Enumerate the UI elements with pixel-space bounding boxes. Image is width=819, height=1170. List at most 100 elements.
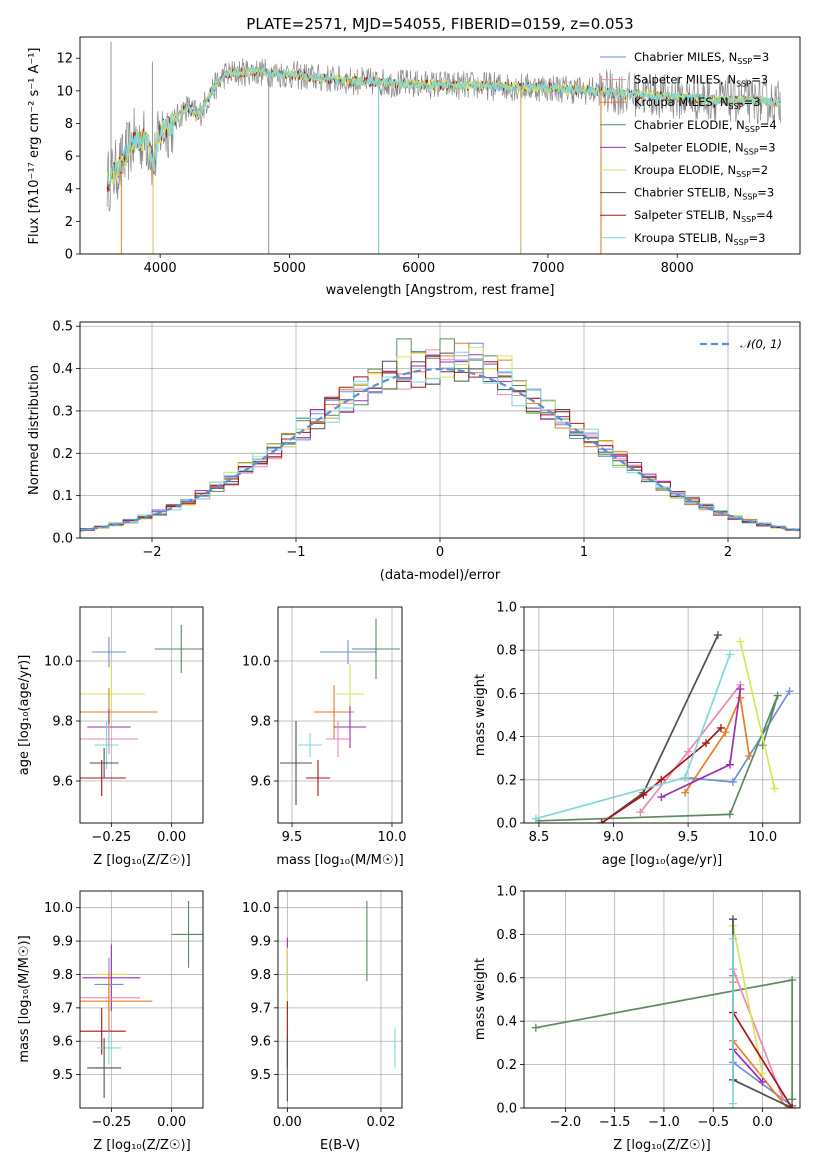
- legend-subscript: SSP: [742, 193, 757, 202]
- x-tick-label: 0.00: [157, 1115, 186, 1130]
- legend-label: Kroupa MILES, N: [634, 95, 729, 109]
- y-tick-label: 1.0: [496, 885, 517, 900]
- mass-weight-marker: [531, 1023, 540, 1032]
- z-age-ylabel: age [log₁₀(age/yr)]: [17, 655, 32, 776]
- plot-area: [280, 619, 400, 805]
- legend-entry: Chabrier STELIB, NSSP=3: [634, 186, 774, 202]
- x-tick-label: 1: [580, 545, 588, 560]
- legend-subscript: SSP: [737, 57, 752, 66]
- y-tick-label: 12: [56, 52, 73, 67]
- y-tick-label: 10.0: [44, 901, 73, 916]
- x-tick-label: 0.0: [752, 1115, 773, 1130]
- age-weight-ylabel: mass weight: [473, 674, 488, 756]
- y-tick-label: 6: [65, 150, 73, 165]
- plot-area: [80, 625, 203, 796]
- mass-weight-marker: [770, 784, 779, 793]
- mass-weight-marker: [745, 752, 754, 761]
- y-tick-label: 0.0: [496, 1102, 517, 1117]
- mass-weight-marker: [758, 1077, 767, 1086]
- y-tick-label: 4: [65, 182, 73, 197]
- z-age-panel: −0.25 0.00 9.6 9.8 10.0 Z [log₁₀(Z/Z☉)] age …: [17, 606, 204, 868]
- legend-label: Salpeter STELIB, N: [634, 208, 741, 222]
- plot-area: [531, 915, 797, 1108]
- mass-weight-line: [732, 1048, 764, 1083]
- y-tick-label: 0.4: [52, 362, 73, 377]
- legend-tail: =3: [749, 231, 766, 245]
- mass-weight-marker: [788, 975, 797, 984]
- residual-ylabel: Normed distribution: [27, 365, 42, 495]
- y-tick-label: 8: [65, 117, 73, 132]
- mass-weight-line: [732, 925, 764, 1074]
- legend-tail: =4: [756, 208, 773, 222]
- legend-subscript: SSP: [744, 147, 759, 156]
- x-tick-label: 0.00: [157, 830, 186, 845]
- x-tick-label: 0.00: [273, 1115, 302, 1130]
- y-tick-label: 0.8: [496, 928, 517, 943]
- residual-xlabel: (data-model)/error: [380, 568, 501, 583]
- x-tick-label: 4000: [144, 261, 177, 276]
- axes-frame: [79, 36, 801, 255]
- y-tick-label: 10: [56, 84, 73, 99]
- y-tick-label: 0.1: [52, 489, 73, 504]
- z-weight-panel: −2.0 −1.5 −1.0 −0.5 0.0 0.0 0.2 0.4 0.6 0.8 1.0 Z …: [473, 885, 801, 1153]
- mass-weight-marker: [597, 819, 606, 823]
- x-tick-label: 7000: [531, 261, 564, 276]
- age-weight-xlabel: age [log₁₀(age/yr)]: [602, 853, 723, 868]
- ebv-mass-panel: 0.00 0.02 9.5 9.6 9.7 9.8 9.9 10.0 E(B-V): [242, 890, 403, 1153]
- x-tick-label: 8000: [661, 261, 694, 276]
- mass-weight-marker: [639, 790, 648, 799]
- legend-label: Chabrier STELIB, N: [634, 186, 742, 200]
- y-tick-label: 9.8: [52, 715, 73, 730]
- x-tick-label: 0.02: [366, 1115, 395, 1130]
- mass-weight-marker: [531, 814, 540, 823]
- y-tick-label: 9.5: [250, 1068, 271, 1083]
- y-tick-label: 2: [65, 215, 73, 230]
- legend-subscript: SSP: [729, 102, 744, 111]
- x-tick-label: −2.0: [550, 1115, 582, 1130]
- axes-frame: [277, 606, 403, 824]
- x-tick-label: −2: [142, 545, 161, 560]
- mass-weight-line: [684, 694, 751, 794]
- x-tick-label: 0: [436, 545, 444, 560]
- mass-weight-marker: [681, 788, 690, 797]
- y-tick-label: 0.0: [496, 817, 517, 832]
- x-tick-label: 9.0: [603, 830, 624, 845]
- axes-frame: [79, 321, 801, 539]
- y-tick-label: 10.0: [242, 901, 271, 916]
- y-tick-label: 0.6: [496, 971, 517, 986]
- y-tick-label: 0.3: [52, 404, 73, 419]
- x-tick-label: −1.5: [599, 1115, 631, 1130]
- mass-weight-marker: [788, 1104, 797, 1108]
- legend-tail: =3: [744, 95, 761, 109]
- mass-weight-marker: [758, 1069, 767, 1078]
- y-tick-label: 0.2: [496, 1058, 517, 1073]
- y-tick-label: 0.0: [52, 532, 73, 547]
- legend-entry: Kroupa MILES, NSSP=3: [634, 95, 760, 111]
- mass-weight-marker: [702, 739, 711, 748]
- x-tick-label: 10.0: [378, 830, 407, 845]
- legend-label: Chabrier MILES, N: [634, 50, 737, 64]
- z-weight-ylabel: mass weight: [473, 958, 488, 1040]
- x-tick-label: 9.5: [678, 830, 699, 845]
- x-tick-label: −0.5: [697, 1115, 729, 1130]
- plot-area: [106, 41, 782, 254]
- legend-tail: =3: [757, 186, 774, 200]
- y-tick-label: 9.6: [52, 775, 73, 790]
- y-tick-label: 10.0: [44, 655, 73, 670]
- legend-tail: =3: [759, 140, 776, 154]
- mass-weight-line: [601, 727, 722, 823]
- mass-weight-marker: [785, 687, 794, 696]
- legend-entry: Chabrier ELODIE, NSSP=4: [634, 118, 777, 134]
- mass-weight-marker: [728, 934, 737, 943]
- mass-weight-marker: [728, 1099, 737, 1108]
- mass-weight-line: [732, 968, 784, 1098]
- mass-weight-line: [739, 641, 776, 789]
- axes-frame: [523, 890, 801, 1109]
- legend-entry: Chabrier MILES, NSSP=3: [634, 50, 769, 66]
- legend-tail: =4: [760, 118, 777, 132]
- plot-area: [286, 901, 396, 1102]
- legend-label: Chabrier ELODIE, N: [634, 118, 745, 132]
- y-tick-label: 9.8: [250, 715, 271, 730]
